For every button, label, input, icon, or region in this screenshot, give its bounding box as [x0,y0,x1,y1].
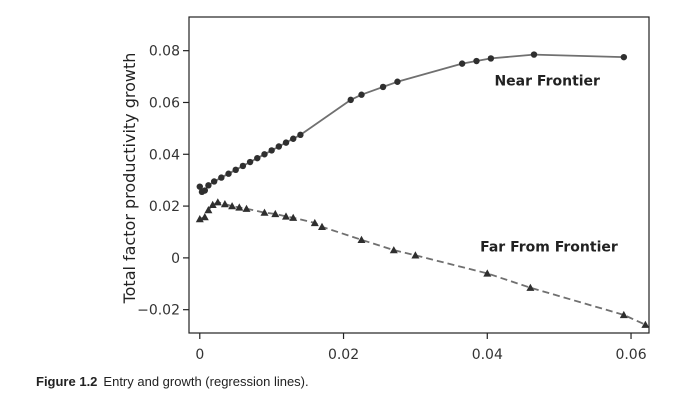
data-point-near-frontier [218,174,225,181]
data-point-near-frontier [254,154,261,162]
data-point-near-frontier [297,131,304,139]
data-point-near-frontier [620,53,628,61]
data-point-far-from-frontier [260,208,269,216]
x-tick-label: 0 [195,347,204,363]
data-point-near-frontier [458,60,466,67]
data-point-near-frontier [530,51,538,58]
y-axis: −0.02 0 0.02 0.04 0.06 0.08 [137,44,189,319]
data-point-far-from-frontier [641,320,650,328]
data-point-near-frontier [268,147,275,154]
data-point-near-frontier [239,162,247,170]
chart: 0 0.02 0.04 0.06 −0.02 0 0.02 0.04 0.06 0.08 Nea… [120,16,650,363]
data-point-near-frontier [205,182,212,189]
data-point-near-frontier [196,183,203,190]
series-layer [195,51,650,328]
data-point-near-frontier [275,143,283,150]
data-point-far-from-frontier [220,200,229,208]
data-point-far-from-frontier [235,203,244,211]
annotation-far-from-frontier: Far From Frontier [480,239,618,255]
x-tick-label: 0.04 [472,347,503,363]
data-point-far-from-frontier [200,213,209,221]
plot-frame [188,16,650,334]
data-point-near-frontier [261,151,268,158]
data-point-far-from-frontier [195,215,204,223]
figure-caption: Figure 1.2 Entry and growth (regression l… [36,374,309,389]
data-point-far-from-frontier [228,202,237,210]
data-point-far-from-frontier [357,235,366,243]
x-tick-label: 0.02 [328,347,359,363]
data-point-near-frontier [473,57,480,65]
y-tick-label: 0.04 [149,147,180,163]
plot-area-border [188,16,650,334]
y-axis-label: Total factor productivity growth [120,53,139,305]
data-point-far-from-frontier [282,212,290,220]
x-axis: 0 0.02 0.04 0.06 [195,333,647,363]
data-point-near-frontier [210,178,218,185]
figure-caption-text: Entry and growth (regression lines). [103,374,309,389]
data-point-far-from-frontier [204,206,213,214]
data-point-far-from-frontier [242,204,251,212]
data-point-near-frontier [487,55,495,62]
data-point-near-frontier [379,83,387,91]
y-tick-label: 0 [171,251,180,267]
data-point-far-from-frontier [411,251,420,259]
data-point-far-from-frontier [310,218,319,227]
data-point-far-from-frontier [318,222,326,230]
data-point-near-frontier [394,78,401,85]
data-point-far-from-frontier [389,246,398,254]
y-tick-label: 0.02 [149,199,180,215]
data-point-near-frontier [232,166,239,174]
figure-caption-label: Figure 1.2 [36,374,98,389]
data-point-near-frontier [358,91,365,98]
data-point-near-frontier [282,139,290,146]
data-point-far-from-frontier [208,200,217,208]
data-point-far-from-frontier [483,269,492,277]
y-tick-label: 0.08 [149,44,180,60]
data-point-far-from-frontier [271,209,280,218]
data-point-near-frontier [290,135,297,142]
data-point-far-from-frontier [526,283,535,291]
data-point-far-from-frontier [213,198,222,206]
data-point-near-frontier [347,96,354,104]
y-tick-label: 0.06 [149,95,180,111]
data-point-far-from-frontier [619,310,628,319]
series-far-from-frontier [195,198,650,328]
data-point-near-frontier [246,158,254,166]
data-point-far-from-frontier [289,213,298,221]
series-line-far-from-frontier [199,201,646,326]
x-tick-label: 0.06 [615,347,646,363]
annotation-layer: Near Frontier Far From Frontier [480,74,618,256]
data-point-near-frontier [225,170,232,177]
data-point-near-frontier [201,187,209,194]
series-near-frontier [196,51,628,196]
annotation-near-frontier: Near Frontier [494,74,600,90]
y-tick-label: −0.02 [137,303,180,319]
